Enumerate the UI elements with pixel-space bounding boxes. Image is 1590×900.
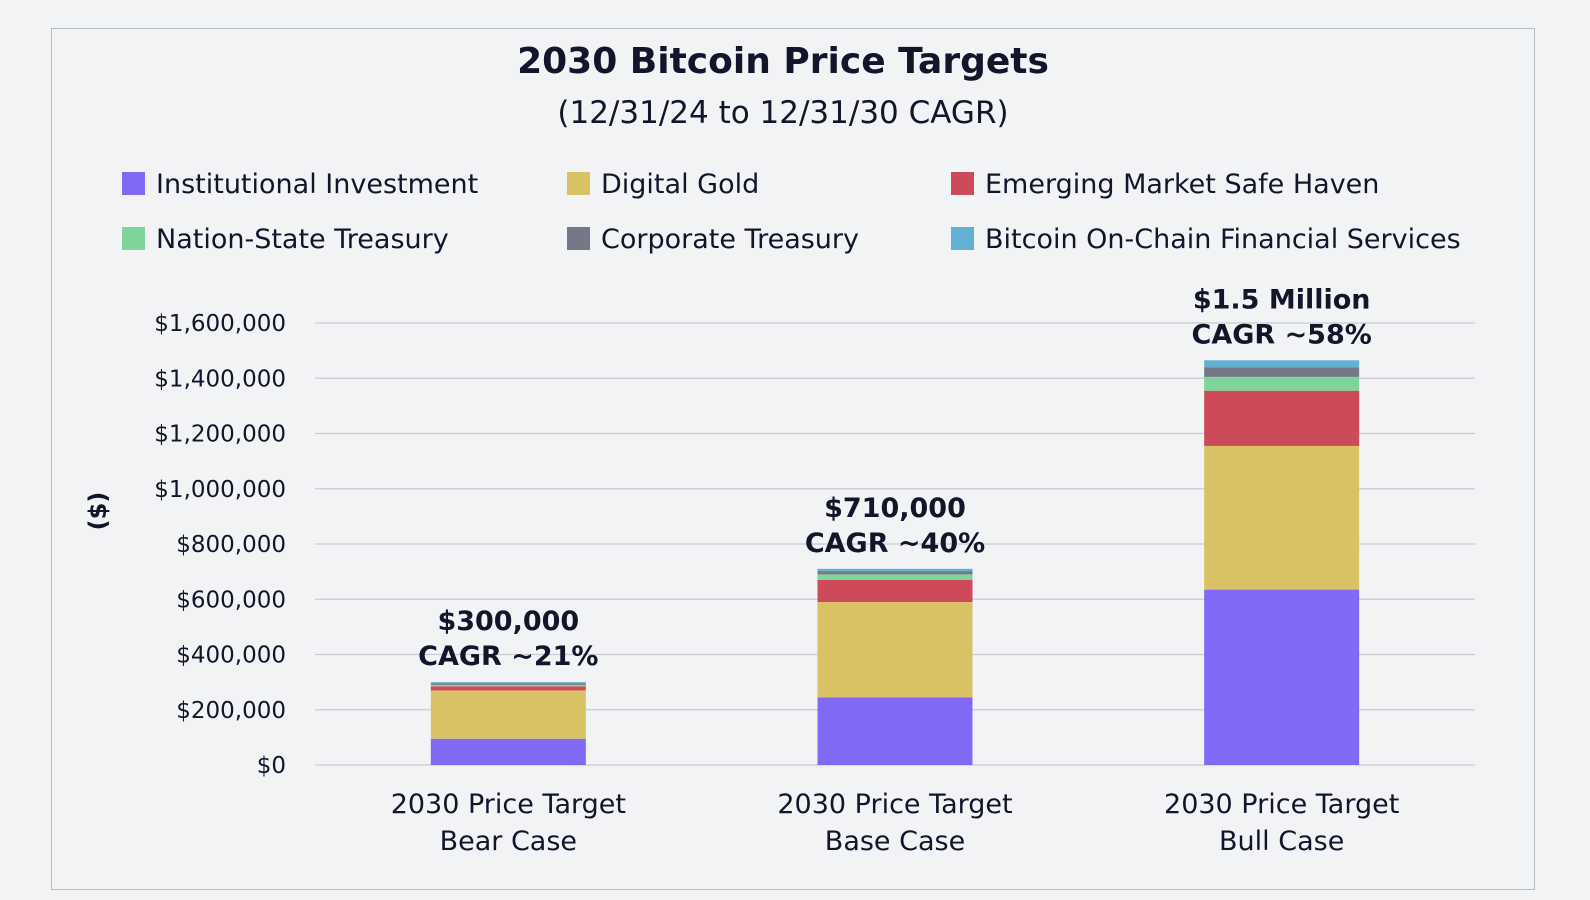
x-category-label: Base Case	[825, 826, 965, 857]
legend-label: Emerging Market Safe Haven	[985, 169, 1379, 200]
legend-label: Digital Gold	[601, 169, 759, 200]
legend-swatch	[567, 172, 590, 195]
legend: Institutional Investment Digital Gold Emer…	[122, 169, 1461, 255]
chart-subtitle: (12/31/24 to 12/31/30 CAGR)	[557, 95, 1008, 131]
legend-swatch	[122, 227, 145, 250]
legend-item: Emerging Market Safe Haven	[951, 169, 1379, 200]
y-tick-label: $1,600,000	[154, 311, 286, 337]
legend-item: Corporate Treasury	[567, 224, 859, 255]
legend-label: Nation-State Treasury	[156, 224, 449, 255]
y-axis-label: ($)	[84, 492, 112, 531]
x-category-label: Bear Case	[440, 826, 577, 857]
bar-stack	[1204, 360, 1360, 765]
y-tick-label: $800,000	[176, 532, 286, 558]
bar-segment	[430, 682, 586, 684]
y-tick-label: $1,400,000	[154, 366, 286, 392]
bar-stack	[817, 568, 973, 765]
bar-segment	[817, 579, 973, 603]
x-category-label: Bull Case	[1219, 826, 1344, 857]
x-category-label: 2030 Price Target	[1164, 789, 1399, 820]
bar-total-label: CAGR ~58%	[1192, 319, 1372, 350]
bar-total-label: $710,000	[824, 493, 966, 524]
bar-total-label: $300,000	[437, 606, 579, 637]
chart-frame: 2030 Bitcoin Price Targets (12/31/24 to …	[51, 28, 1535, 890]
x-category-label: 2030 Price Target	[391, 789, 626, 820]
bar-segment	[430, 686, 586, 691]
bar-segment	[1204, 376, 1360, 391]
y-tick-label: $200,000	[176, 698, 286, 724]
bar-total-label: $1.5 Million	[1193, 284, 1371, 315]
chart-title: 2030 Bitcoin Price Targets	[517, 41, 1049, 82]
bar-total-labels: $300,000 CAGR ~21% $710,000 CAGR ~40% $1.5 M…	[418, 284, 1372, 672]
bar-total-label: CAGR ~40%	[805, 528, 985, 559]
bar-stack	[430, 682, 586, 765]
bar-segment	[817, 697, 973, 765]
x-category-label: 2030 Price Target	[777, 789, 1012, 820]
bar-segment	[1204, 367, 1360, 377]
y-tick-label: $0	[257, 753, 286, 779]
bar-segment	[817, 574, 973, 580]
bar-segment	[430, 738, 586, 765]
legend-swatch	[567, 227, 590, 250]
bar-segment	[817, 571, 973, 575]
legend-item: Digital Gold	[567, 169, 759, 200]
y-tick-label: $1,200,000	[154, 422, 286, 448]
stacked-bar-chart: 2030 Bitcoin Price Targets (12/31/24 to …	[84, 41, 1475, 857]
bar-segment	[430, 683, 586, 685]
x-axis-category-labels: 2030 Price Target Bear Case 2030 Price Tar…	[391, 789, 1400, 857]
y-tick-label: $1,000,000	[154, 477, 286, 503]
legend-label: Institutional Investment	[156, 169, 478, 200]
bars	[430, 360, 1360, 765]
legend-swatch	[122, 172, 145, 195]
bar-segment	[817, 602, 973, 698]
legend-label: Bitcoin On-Chain Financial Services	[985, 224, 1461, 255]
bar-segment	[1204, 360, 1360, 368]
bar-segment	[1204, 589, 1360, 765]
legend-item: Institutional Investment	[122, 169, 478, 200]
y-tick-label: $400,000	[176, 643, 286, 669]
legend-item: Bitcoin On-Chain Financial Services	[951, 224, 1461, 255]
bar-segment	[430, 690, 586, 739]
y-axis-ticks: $0 $200,000 $400,000 $600,000 $800,000 $1,000…	[154, 311, 286, 779]
bar-segment	[430, 684, 586, 687]
bar-segment	[1204, 445, 1360, 590]
y-tick-label: $600,000	[176, 587, 286, 613]
legend-label: Corporate Treasury	[601, 224, 859, 255]
bar-segment	[1204, 390, 1360, 446]
bar-segment	[817, 568, 973, 572]
bar-total-label: CAGR ~21%	[418, 641, 598, 672]
legend-item: Nation-State Treasury	[122, 224, 449, 255]
legend-swatch	[951, 227, 974, 250]
legend-swatch	[951, 172, 974, 195]
